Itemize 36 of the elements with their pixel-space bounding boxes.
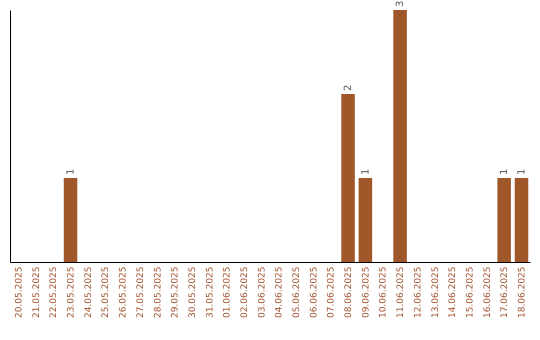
x-tick-label: 29.05.2025 — [170, 266, 181, 318]
x-tick-label: 30.05.2025 — [188, 266, 198, 318]
data-label: 1 — [66, 168, 77, 175]
x-tick-label: 22.05.2025 — [49, 266, 60, 318]
x-tick-label: 05.06.2025 — [292, 266, 302, 318]
x-tick-label: 02.06.2025 — [240, 266, 250, 318]
x-tick-label: 01.06.2025 — [222, 266, 233, 318]
x-tick-label: 15.06.2025 — [465, 266, 476, 318]
x-tick-label: 04.06.2025 — [274, 266, 285, 318]
x-tick-label: 25.05.2025 — [101, 266, 112, 318]
x-tick-label: 20.05.2025 — [14, 266, 24, 318]
data-label: 1 — [516, 168, 528, 175]
x-tick-label: 12.06.2025 — [413, 266, 424, 318]
x-tick-label: 26.05.2025 — [118, 266, 129, 318]
data-label: 3 — [395, 0, 406, 7]
x-tick-label: 31.05.2025 — [205, 266, 216, 318]
x-tick-label: 03.06.2025 — [257, 266, 268, 318]
x-tick-label: 27.05.2025 — [136, 266, 146, 318]
data-label: 2 — [343, 84, 354, 91]
x-tick-label: 11.06.2025 — [396, 266, 406, 318]
x-tick-label: 23.05.2025 — [66, 266, 77, 318]
x-tick-label: 21.05.2025 — [32, 266, 42, 318]
x-tick-label: 14.06.2025 — [448, 266, 458, 318]
x-tick-label: 13.06.2025 — [430, 266, 441, 318]
x-tick-label: 24.05.2025 — [84, 266, 94, 318]
x-tick-label: 18.06.2025 — [518, 266, 528, 318]
x-tick-label: 17.06.2025 — [500, 266, 510, 318]
x-tick-label: 16.06.2025 — [482, 266, 493, 318]
x-tick-label: 09.06.2025 — [361, 266, 372, 318]
x-tick-label: 06.06.2025 — [309, 266, 320, 318]
x-tick-label: 28.05.2025 — [153, 266, 164, 318]
x-tick-label: 10.06.2025 — [378, 266, 389, 318]
x-tick-label: 08.06.2025 — [344, 266, 354, 318]
data-label: 1 — [499, 168, 510, 175]
x-tick-label: 07.06.2025 — [326, 266, 337, 318]
data-label: 1 — [360, 168, 372, 175]
